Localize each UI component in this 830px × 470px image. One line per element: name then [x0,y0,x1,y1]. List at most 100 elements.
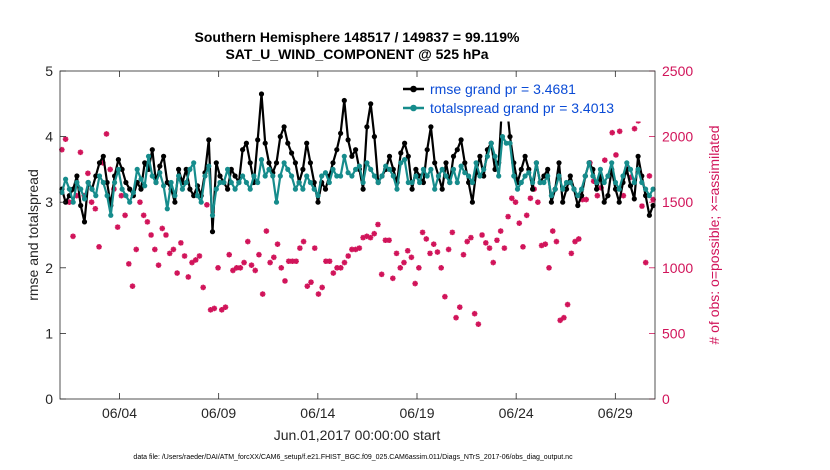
rmse-point [247,160,253,166]
totalspread-point [277,173,283,179]
obs-point [271,254,277,261]
totalspread-point [522,173,528,179]
obs-point [397,265,404,271]
y-left-tick-label: 0 [45,391,53,407]
rmse-point [100,153,106,159]
totalspread-point [533,160,540,166]
obs-point [114,224,121,230]
totalspread-point [307,179,313,186]
rmse-point [213,160,219,166]
obs-point [363,233,370,240]
rmse-point [507,134,513,140]
obs-point [509,195,515,202]
totalspread-point [251,173,257,179]
totalspread-point [270,173,276,179]
totalspread-point [138,176,144,182]
obs-point [349,246,355,253]
totalspread-point [338,173,344,179]
totalspread-point [296,179,302,186]
obs-point [99,160,106,166]
obs-point [192,257,199,263]
obs-point [233,265,240,271]
totalspread-point [518,179,524,186]
totalspread-point [198,199,204,205]
totalspread-point [315,193,321,199]
obs-point [557,317,563,324]
totalspread-point [104,193,110,199]
obs-point [304,283,311,289]
rmse-point [541,173,547,179]
obs-point [631,125,638,132]
obs-point [479,232,485,238]
obs-point [185,274,192,280]
totalspread-point [548,193,555,199]
totalspread-point [356,163,362,169]
y-left-tick-label: 3 [45,194,53,210]
obs-point [434,249,441,255]
obs-point [77,149,84,156]
obs-point [553,238,560,245]
rmse-point [605,193,611,199]
obs-point [490,259,497,266]
totalspread-point [81,196,88,202]
totalspread-point [172,193,178,199]
rmse-point [454,147,460,153]
totalspread-point [85,179,91,186]
obs-point [341,259,348,266]
obs-point [70,233,76,240]
obs-point [594,192,601,199]
rmse-point [458,137,464,143]
obs-point [568,250,575,257]
obs-point [438,265,444,271]
x-tick-label: 06/09 [201,405,236,421]
totalspread-point [112,179,118,186]
obs-point [88,199,95,205]
rmse-point [164,179,170,186]
obs-point [133,246,140,253]
rmse-point [187,186,193,192]
totalspread-point [432,186,438,192]
rmse-point [518,166,524,172]
obs-point [244,238,251,245]
rmse-point [127,186,133,192]
totalspread-point [443,173,449,179]
totalspread-point [281,160,287,166]
totalspread-point [635,166,641,172]
obs-point [107,166,114,173]
totalspread-point [157,170,163,176]
obs-point [159,225,166,232]
y-right-tick-label: 2000 [662,129,693,145]
obs-point [103,131,110,137]
obs-point [226,251,233,258]
rmse-point [149,147,155,153]
obs-point [460,251,467,258]
totalspread-point [221,179,227,186]
totalspread-point [63,176,69,182]
totalspread-point [631,179,637,186]
rmse-point [353,147,359,153]
totalspread-point [417,179,423,186]
obs-point [471,310,478,317]
obs-point [140,212,147,219]
totalspread-series [59,134,656,218]
obs-point [646,173,653,179]
totalspread-point [643,186,649,192]
rmse-point [643,193,649,199]
obs-point [256,251,262,258]
rmse-point [138,186,144,192]
totalspread-point [646,193,653,199]
x-tick-label: 06/29 [598,405,633,421]
totalspread-point [484,153,490,159]
totalspread-point [428,166,434,172]
totalspread-point [402,157,408,163]
y-right-tick-label: 1500 [662,194,693,210]
obs-point [542,241,549,247]
obs-point [285,258,292,265]
x-axis-label: Jun.01,2017 00:00:00 start [274,427,441,443]
legend-spread-marker [410,104,417,112]
obs-point [137,199,143,205]
obs-point [170,246,177,253]
obs-point [207,306,214,313]
